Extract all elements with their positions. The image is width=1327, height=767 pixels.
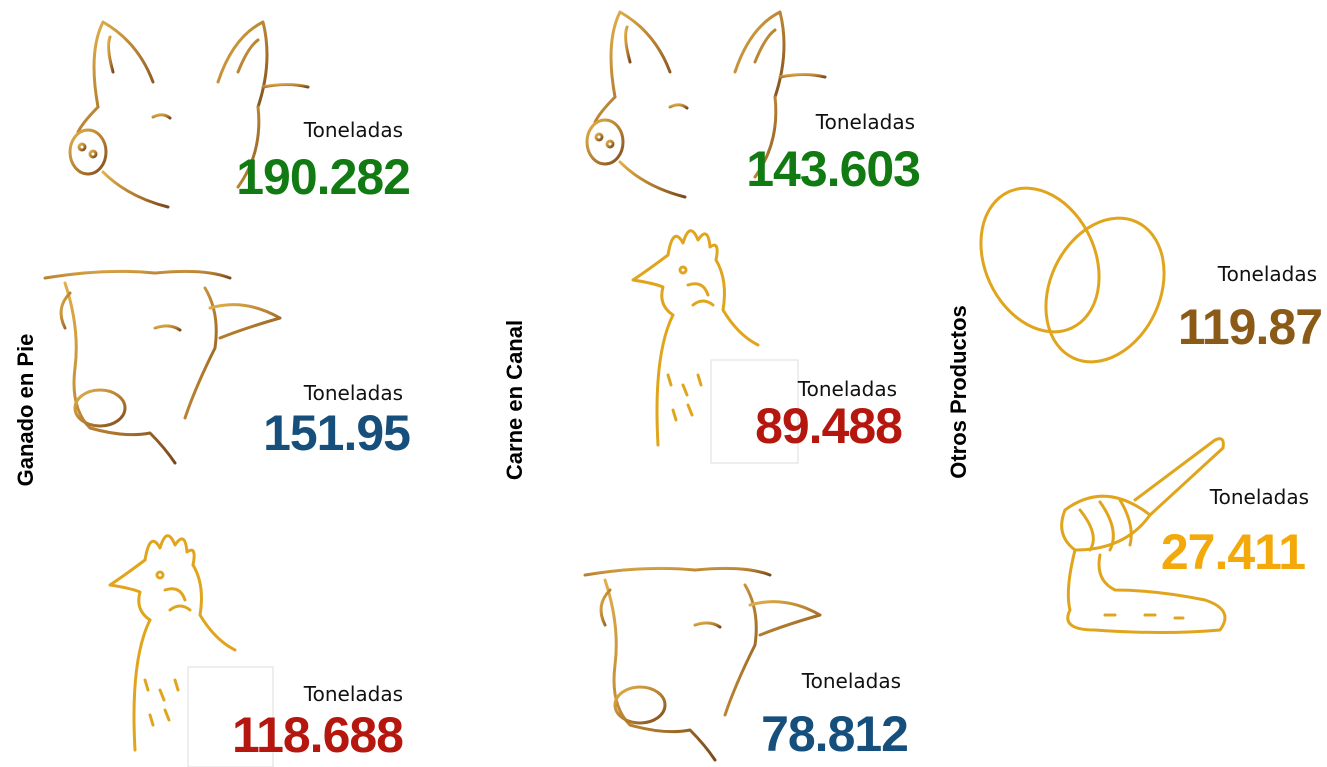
value: 27.411 [1161,524,1305,580]
value: 78.812 [761,706,908,762]
cow-icon [45,271,280,463]
eggs-icon [958,169,1186,381]
hen-icon [633,231,758,445]
unit-label: Toneladas [1217,262,1317,286]
group-title: Carne en Canal [502,320,527,480]
unit-label: Toneladas [303,118,403,142]
group-title: Otros Productos [946,305,971,479]
group-title: Ganado en Pie [13,334,38,487]
unit-label: Toneladas [1209,485,1309,509]
value: 119.87 [1178,299,1322,355]
unit-label: Toneladas [303,682,403,706]
value: 118.688 [232,707,403,763]
value: 190.282 [236,149,410,205]
unit-label: Toneladas [801,669,901,693]
unit-label: Toneladas [815,110,915,134]
value: 89.488 [755,398,902,454]
infographic: Ganado en Pie Carne en Canal Otros Produ… [0,0,1327,767]
unit-label: Toneladas [303,381,403,405]
value: 151.95 [263,405,410,461]
value: 143.603 [746,141,920,197]
hen-icon [110,536,235,750]
